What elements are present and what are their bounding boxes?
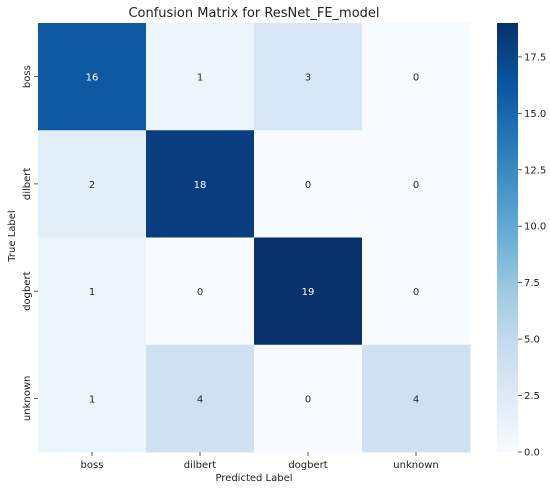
y-axis-label: True Label bbox=[7, 210, 18, 262]
heatmap-cell bbox=[146, 237, 255, 346]
cell-value-label: 4 bbox=[413, 394, 419, 405]
cell-value-label: 16 bbox=[86, 73, 99, 84]
heatmap-cell bbox=[362, 344, 471, 453]
heatmap-cell bbox=[362, 23, 471, 131]
heatmap-cell bbox=[362, 237, 471, 346]
cell-value-label: 18 bbox=[194, 180, 207, 191]
heatmap-cell bbox=[254, 344, 363, 453]
colorbar-tick-label: 17.5 bbox=[524, 52, 546, 63]
cell-value-label: 0 bbox=[413, 180, 419, 191]
y-tick-label: dilbert bbox=[22, 168, 33, 201]
heatmap-cells: 16 1 3 0 2 18 0 0 1 0 19 0 1 4 0 4 bbox=[38, 23, 471, 453]
heatmap-cell bbox=[38, 237, 147, 346]
colorbar-tick-label: 2.5 bbox=[524, 391, 540, 402]
chart-title: Confusion Matrix for ResNet_FE_model bbox=[128, 6, 379, 21]
y-tick-label: dogbert bbox=[22, 271, 33, 310]
colorbar-tick-label: 12.5 bbox=[524, 165, 546, 176]
heatmap-cell bbox=[38, 344, 147, 453]
cell-value-label: 0 bbox=[305, 180, 311, 191]
heatmap-cell bbox=[38, 130, 147, 238]
y-tick-label: boss bbox=[22, 65, 33, 88]
heatmap-cell bbox=[146, 23, 255, 131]
x-tick-labels: boss dilbert dogbert unknown bbox=[81, 452, 439, 471]
colorbar bbox=[497, 23, 518, 452]
heatmap-cell bbox=[254, 23, 363, 131]
cell-value-label: 1 bbox=[89, 394, 95, 405]
x-tick-label: dilbert bbox=[184, 460, 217, 471]
cell-value-label: 0 bbox=[305, 394, 311, 405]
heatmap-cell bbox=[254, 130, 363, 238]
colorbar-ticks: 0.0 2.5 5.0 7.5 10.0 12.5 15.0 17.5 bbox=[518, 52, 546, 459]
heatmap-cell bbox=[38, 23, 147, 131]
cell-value-label: 19 bbox=[302, 287, 315, 298]
cell-value-label: 1 bbox=[197, 73, 203, 84]
heatmap-cell bbox=[146, 130, 255, 238]
y-tick-labels: boss dilbert dogbert unknown bbox=[22, 65, 38, 421]
colorbar-tick-label: 5.0 bbox=[524, 335, 540, 346]
heatmap-cell bbox=[146, 344, 255, 453]
y-tick-label: unknown bbox=[22, 376, 33, 421]
x-tick-label: dogbert bbox=[288, 460, 327, 471]
cell-value-label: 3 bbox=[305, 73, 311, 84]
cell-value-label: 4 bbox=[197, 394, 203, 405]
x-tick-label: boss bbox=[81, 460, 104, 471]
cell-value-label: 0 bbox=[413, 287, 419, 298]
colorbar-tick-label: 15.0 bbox=[524, 109, 546, 120]
x-tick-label: unknown bbox=[393, 460, 438, 471]
heatmap-cell bbox=[362, 130, 471, 238]
colorbar-tick-label: 7.5 bbox=[524, 278, 540, 289]
cell-value-label: 2 bbox=[89, 180, 95, 191]
x-axis-label: Predicted Label bbox=[215, 473, 292, 484]
colorbar-tick-label: 10.0 bbox=[524, 222, 546, 233]
heatmap-cell bbox=[254, 237, 363, 346]
colorbar-tick-label: 0.0 bbox=[524, 448, 540, 459]
cell-value-label: 0 bbox=[413, 73, 419, 84]
cell-value-label: 0 bbox=[197, 287, 203, 298]
cell-value-label: 1 bbox=[89, 287, 95, 298]
